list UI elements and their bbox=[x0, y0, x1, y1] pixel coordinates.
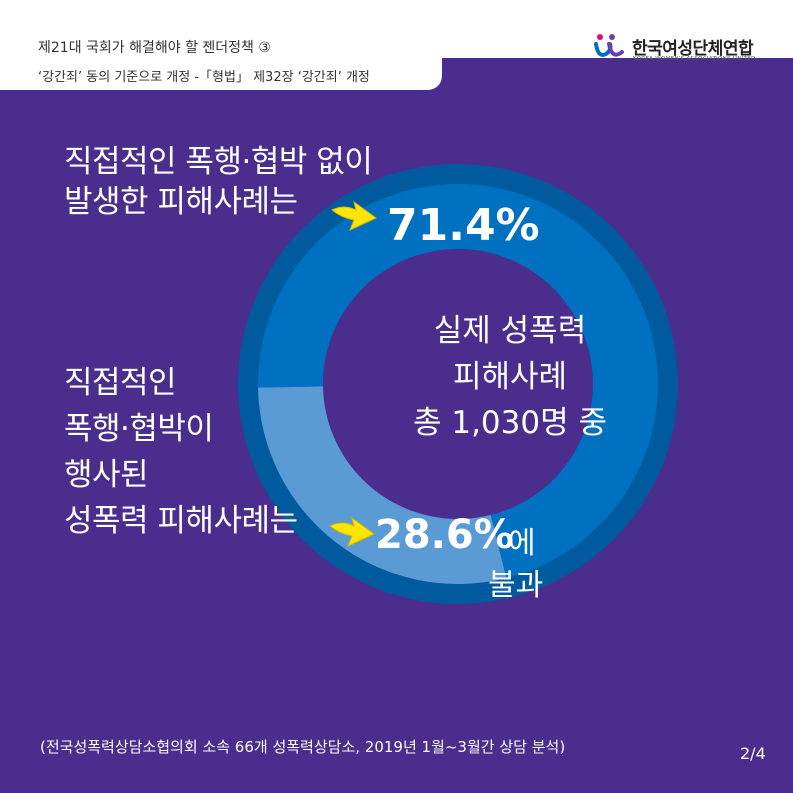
arrow-icon bbox=[329, 516, 375, 547]
logo-name-ko: 한국여성단체연합 bbox=[632, 39, 754, 59]
page-subtitle: ‘강간죄’ 동의 기준으로 개정 -「형법」 제32장 ‘강간죄’ 개정 bbox=[38, 70, 370, 85]
value-label-28-6: 28.6% bbox=[375, 512, 514, 558]
center-text-line: 실제 성폭력 bbox=[433, 313, 587, 349]
logo-name-en: KOREA WOMEN'S ASSOCIATIONS UNITED bbox=[633, 56, 756, 62]
logo-mark-icon bbox=[594, 34, 624, 57]
slice-label-28-6: 직접적인 폭행·협박이 행사된 성폭력 피해사례는 bbox=[64, 360, 298, 544]
slice-label-line: 폭행·협박이 bbox=[64, 411, 214, 447]
header-bar bbox=[0, 0, 793, 58]
slice-label-line: 직접적인 bbox=[64, 365, 177, 401]
series-title: 제21대 국회가 해결해야 할 젠더정책 ③ bbox=[38, 40, 271, 56]
center-text-line: 피해사례 bbox=[452, 359, 568, 395]
value-suffix: 에 bbox=[508, 526, 536, 561]
slice-label-line: 행사된 bbox=[64, 457, 149, 493]
arrow-icon bbox=[331, 200, 377, 231]
donut-center-text: 실제 성폭력 피해사례 총 1,030명 중 bbox=[380, 308, 640, 446]
slice-label-line: 발생한 피해사례는 bbox=[64, 184, 298, 220]
value-suffix: 불과 bbox=[488, 568, 544, 603]
source-note: (전국성폭력상담소협의회 소속 66개 성폭력상담소, 2019년 1월~3월간… bbox=[40, 738, 566, 756]
donut-hole bbox=[323, 249, 593, 519]
organization-logo: 한국여성단체연합 KOREA WOMEN'S ASSOCIATIONS UNIT… bbox=[592, 28, 767, 66]
value-label-71-4: 71.4% bbox=[387, 200, 540, 251]
slice-label-line: 직접적인 폭행·협박 없이 bbox=[64, 144, 373, 180]
page-number: 2/4 bbox=[740, 744, 766, 763]
slice-label-line: 성폭력 피해사례는 bbox=[64, 503, 298, 539]
slice-label-71-4: 직접적인 폭행·협박 없이 발생한 피해사례는 bbox=[64, 142, 373, 222]
subtitle-tab bbox=[0, 58, 442, 90]
center-text-line: 총 1,030명 중 bbox=[412, 405, 607, 441]
